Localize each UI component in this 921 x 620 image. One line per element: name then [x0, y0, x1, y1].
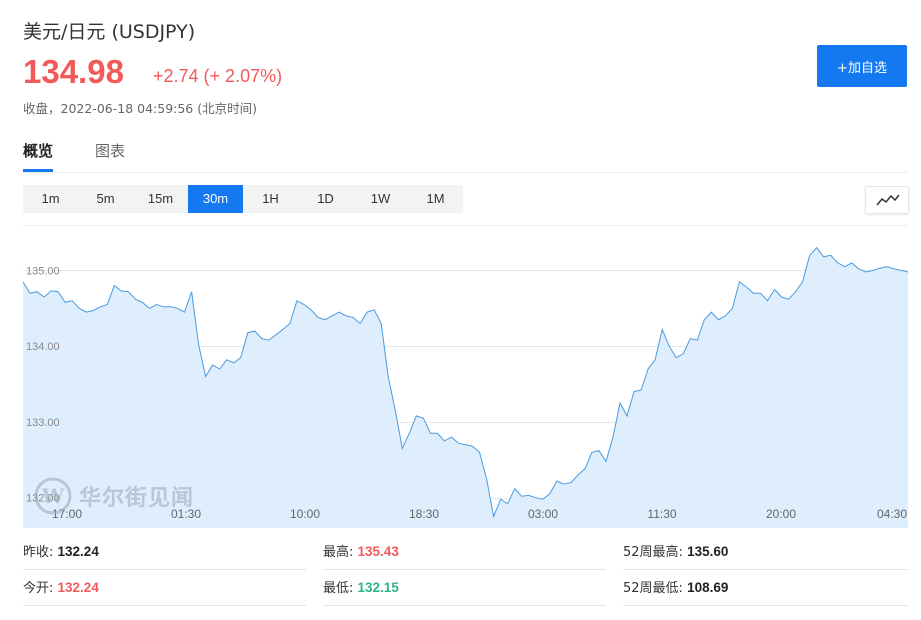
svg-text:W: W [41, 484, 65, 508]
current-price: 134.98 [23, 53, 124, 90]
y-tick-label: 133.00 [26, 417, 60, 429]
interval-1m[interactable]: 1m [41, 191, 60, 206]
stat-52w-low: 52周最低: 108.69 [623, 571, 908, 606]
wallstreetcn-logo-icon: W [34, 477, 72, 515]
stats-row-1: 昨收: 132.24 最高: 135.43 52周最高: 135.60 [23, 535, 908, 570]
line-chart-icon [876, 194, 900, 206]
stat-label: 今开: [23, 581, 54, 596]
stat-value: 132.15 [357, 580, 399, 595]
stat-value: 132.24 [57, 580, 99, 595]
x-tick-label: 04:30 [877, 507, 907, 521]
interval-5m[interactable]: 5m [96, 191, 115, 206]
tab-overview[interactable]: 概览 [23, 140, 54, 172]
stat-52w-high: 52周最高: 135.60 [623, 535, 908, 570]
add-to-watchlist-button[interactable]: +加自选 [817, 45, 907, 87]
watermark: W 华尔街见闻 [33, 477, 195, 515]
stat-prev-close: 昨收: 132.24 [23, 535, 306, 570]
close-timestamp: 收盘，2022-06-18 04:59:56 (北京时间) [23, 101, 257, 116]
x-tick-label: 10:00 [290, 507, 320, 521]
stat-low: 最低: 132.15 [323, 571, 606, 606]
interval-1mo[interactable]: 1M [426, 191, 445, 206]
interval-30m[interactable]: 30m [188, 185, 243, 213]
interval-1h[interactable]: 1H [262, 191, 279, 206]
stats-row-2: 今开: 132.24 最低: 132.15 52周最低: 108.69 [23, 571, 908, 606]
stat-label: 最低: [323, 581, 354, 596]
y-tick-label: 134.00 [26, 341, 60, 353]
stat-value: 135.60 [687, 544, 729, 559]
x-tick-label: 01:30 [171, 507, 201, 521]
stat-label: 52周最低: [623, 581, 683, 596]
page-title: 美元/日元 (USDJPY) [23, 21, 196, 43]
interval-selector: 1m 5m 15m 30m 1H 1D 1W 1M [23, 185, 463, 213]
y-tick-label: 132.00 [26, 493, 60, 505]
interval-1d[interactable]: 1D [317, 191, 334, 206]
y-tick-label: 135.00 [26, 265, 60, 277]
interval-1w[interactable]: 1W [370, 191, 391, 206]
tab-bar: 概览 图表 [23, 140, 908, 173]
stat-label: 昨收: [23, 545, 54, 560]
tab-chart[interactable]: 图表 [95, 142, 126, 160]
watermark-text: 华尔街见闻 [79, 485, 195, 511]
chart-type-button[interactable] [865, 186, 909, 214]
x-tick-label: 03:00 [528, 507, 558, 521]
price-change: +2.74 (+ 2.07%) [153, 66, 283, 86]
stat-label: 最高: [323, 545, 354, 560]
stat-value: 108.69 [687, 580, 729, 595]
price-line [23, 246, 908, 519]
price-area [23, 247, 908, 528]
x-tick-label: 11:30 [647, 507, 676, 521]
stat-label: 52周最高: [623, 545, 683, 560]
stat-high: 最高: 135.43 [323, 535, 606, 570]
stat-value: 135.43 [357, 544, 399, 559]
stat-value: 132.24 [57, 544, 99, 559]
x-tick-label: 20:00 [766, 507, 796, 521]
interval-15m[interactable]: 15m [147, 191, 174, 206]
x-tick-label: 18:30 [409, 507, 439, 521]
stat-open: 今开: 132.24 [23, 571, 306, 606]
